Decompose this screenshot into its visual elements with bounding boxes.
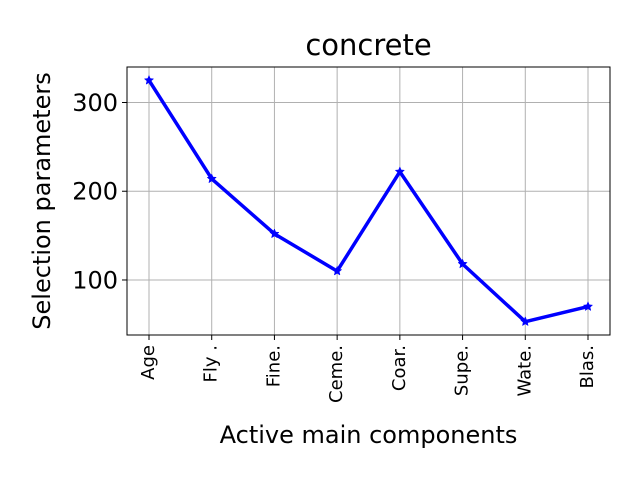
x-axis-label: Active main components [220,421,518,449]
chart-title: concrete [305,28,431,62]
data-point-marker [206,173,217,184]
data-point-marker [331,265,343,276]
series-layer [143,74,594,327]
y-tick-label: 200 [72,178,118,206]
grid [127,67,610,335]
data-point-marker [269,228,280,239]
x-tick-label: Age [138,345,159,380]
data-point-marker [520,316,531,327]
x-tick-label: Supe. [452,345,473,396]
plot-area-frame [126,66,611,336]
x-axis-ticks: Age Fly . Fine. Ceme. Coar. Supe. Wate. Blas. [138,335,598,403]
x-tick-label: Blas. [577,345,598,388]
data-point-marker [394,166,406,177]
y-tick-label: 100 [72,266,118,294]
x-tick-label: Ceme. [326,345,347,403]
data-point-marker [143,74,155,85]
x-tick-label: Coar. [389,345,410,391]
series-line [147,79,589,324]
x-tick-label: Wate. [514,345,535,397]
y-tick-label: 300 [72,89,118,117]
x-tick-label: Fly . [201,345,222,382]
x-tick-label: Fine. [263,345,284,387]
data-point-marker [582,301,594,312]
data-point-marker [457,258,468,269]
y-axis-ticks: 100 200 300 [72,89,127,294]
y-axis-label: Selection parameters [28,72,56,329]
